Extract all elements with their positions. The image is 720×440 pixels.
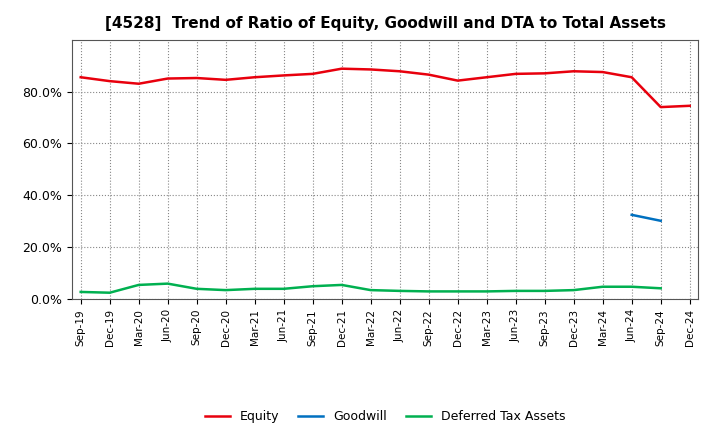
Equity (685, 103, 694, 108)
Deferred Tax Assets (279, 286, 288, 291)
Deferred Tax Assets (657, 286, 665, 291)
Equity (308, 71, 317, 77)
Line: Equity: Equity (81, 69, 690, 107)
Deferred Tax Assets (251, 286, 259, 291)
Equity (251, 75, 259, 80)
Deferred Tax Assets (135, 282, 143, 288)
Deferred Tax Assets (454, 289, 462, 294)
Deferred Tax Assets (627, 284, 636, 290)
Equity (482, 75, 491, 80)
Equity (338, 66, 346, 71)
Deferred Tax Assets (570, 287, 578, 293)
Equity (541, 71, 549, 76)
Deferred Tax Assets (76, 289, 85, 294)
Goodwill (657, 218, 665, 224)
Equity (221, 77, 230, 82)
Deferred Tax Assets (105, 290, 114, 295)
Legend: Equity, Goodwill, Deferred Tax Assets: Equity, Goodwill, Deferred Tax Assets (200, 405, 570, 428)
Equity (105, 78, 114, 84)
Deferred Tax Assets (541, 288, 549, 293)
Equity (657, 104, 665, 110)
Deferred Tax Assets (424, 289, 433, 294)
Equity (192, 75, 201, 81)
Deferred Tax Assets (338, 282, 346, 288)
Goodwill (627, 212, 636, 217)
Title: [4528]  Trend of Ratio of Equity, Goodwill and DTA to Total Assets: [4528] Trend of Ratio of Equity, Goodwil… (104, 16, 666, 32)
Equity (511, 71, 520, 77)
Deferred Tax Assets (395, 288, 404, 293)
Deferred Tax Assets (511, 288, 520, 293)
Line: Goodwill: Goodwill (631, 215, 661, 221)
Deferred Tax Assets (482, 289, 491, 294)
Deferred Tax Assets (163, 281, 172, 286)
Equity (454, 78, 462, 83)
Equity (627, 75, 636, 80)
Equity (163, 76, 172, 81)
Equity (570, 69, 578, 74)
Equity (395, 69, 404, 74)
Deferred Tax Assets (308, 284, 317, 289)
Equity (424, 72, 433, 77)
Deferred Tax Assets (366, 287, 375, 293)
Equity (279, 73, 288, 78)
Deferred Tax Assets (221, 287, 230, 293)
Equity (135, 81, 143, 86)
Equity (76, 75, 85, 80)
Equity (366, 67, 375, 72)
Line: Deferred Tax Assets: Deferred Tax Assets (81, 284, 661, 293)
Equity (598, 70, 607, 75)
Deferred Tax Assets (192, 286, 201, 291)
Deferred Tax Assets (598, 284, 607, 290)
